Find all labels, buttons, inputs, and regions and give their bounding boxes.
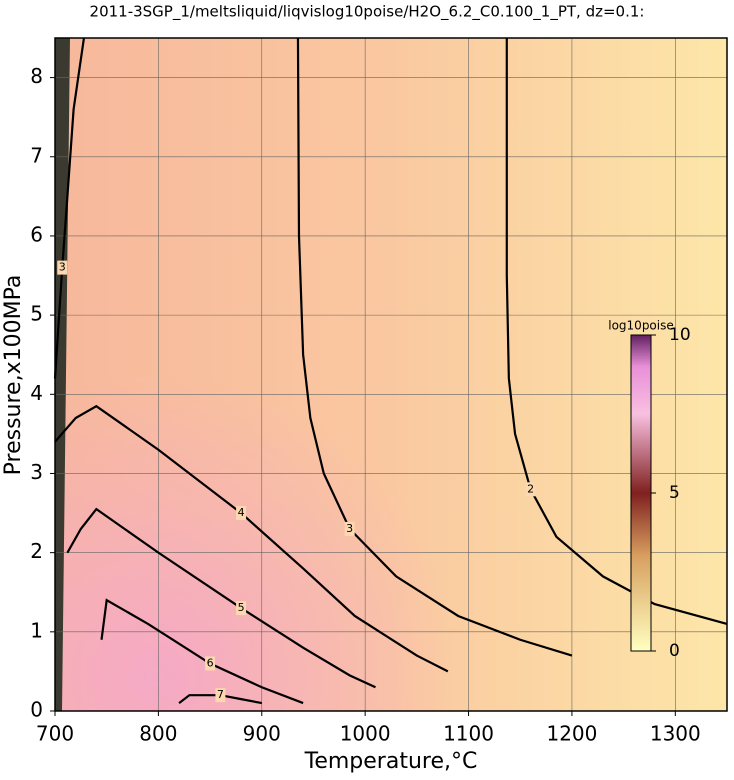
contour-line [100,598,304,705]
y-tick-label: 2 [30,539,43,563]
colorbar-tick-label: 0 [669,641,680,661]
colorbar-label: log10poise [608,319,674,333]
contour-line [53,37,86,379]
plot-frame [54,37,728,712]
contour-label: 2 [527,482,534,495]
contour-label-bg [344,521,355,536]
contour-label: 3 [59,261,66,274]
x-axis-label: Temperature,°C [304,749,478,774]
contour-label-bg [525,482,536,497]
x-tick-label: 900 [243,722,281,746]
contour-label: 4 [238,506,245,519]
plot-shading [55,38,727,711]
y-tick-label: 4 [30,381,43,405]
x-tick-label: 1200 [546,722,597,746]
contour-label-bg [205,656,216,671]
y-tick-label: 6 [30,222,43,246]
x-tick-label: 800 [139,722,177,746]
x-tick-label: 1100 [443,722,494,746]
y-tick-label: 8 [30,64,43,88]
contour-label: 6 [207,656,214,669]
x-tick-label: 700 [36,722,74,746]
contour-label: 3 [346,522,353,535]
x-tick-label: 1000 [340,722,391,746]
contour-label: 5 [238,601,245,614]
chart-title: 2011-3SGP_1/meltsliquid/liqvislog10poise… [90,3,645,22]
contour-label-bg [236,601,247,616]
contour-label: 7 [217,688,224,701]
y-tick-label: 5 [30,302,43,326]
colorbar-tick-label: 5 [669,483,680,503]
y-axis-label: Pressure,x100MPa [1,275,26,476]
contour-label-bg [215,688,226,703]
y-tick-label: 3 [30,460,43,484]
colorbar-tick-label: 10 [669,325,691,345]
contour-label-bg [236,506,247,521]
x-tick-label: 1300 [650,722,701,746]
contour-label-bg [57,260,68,275]
y-tick-label: 0 [30,698,43,722]
colorbar [630,334,652,652]
contour-line [296,37,573,657]
y-tick-label: 1 [30,618,43,642]
y-tick-label: 7 [30,143,43,167]
contour-line [66,507,376,689]
